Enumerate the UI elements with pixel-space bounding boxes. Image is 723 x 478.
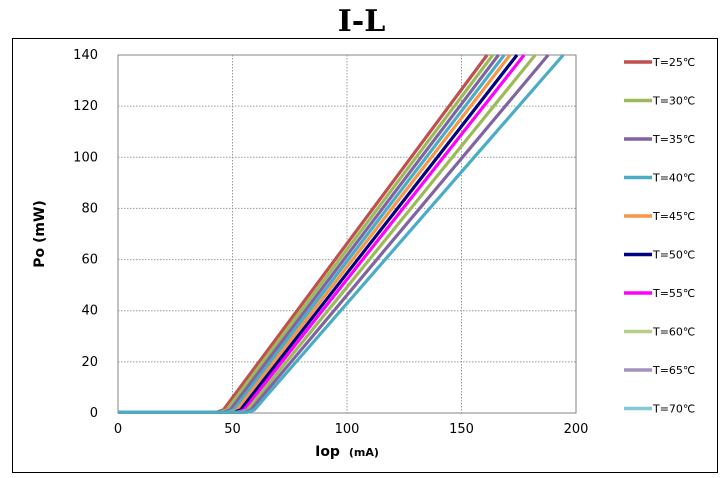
- x-tick-label: 200: [564, 422, 589, 437]
- tick-labels: 0 20 40 60 80 100 120 140 0 50 100 150 200: [73, 48, 588, 437]
- legend-label-5: T=45℃: [652, 210, 695, 223]
- x-axis-label: Iop (mA): [315, 444, 379, 460]
- x-tick-label: 0: [114, 422, 122, 437]
- y-tick-label: 140: [73, 48, 98, 63]
- legend-label-3: T=35℃: [652, 133, 695, 146]
- legend-label-9: T=65℃: [652, 364, 695, 377]
- series-line-10: [118, 53, 565, 414]
- y-tick-label: 120: [73, 99, 98, 114]
- y-tick-label: 60: [81, 253, 98, 268]
- chart-frame: [12, 38, 718, 473]
- legend-label-4: T=40℃: [652, 172, 695, 185]
- x-axis-label-main: Iop: [315, 444, 340, 460]
- series-lines: [118, 53, 565, 414]
- legend-label-6: T=50℃: [652, 249, 695, 262]
- y-axis-label: Po (mW): [32, 200, 48, 268]
- grid-lines: [118, 55, 576, 413]
- legend-label-1: T=25℃: [652, 56, 695, 69]
- y-tick-label: 100: [73, 150, 98, 165]
- x-tick-label: 150: [449, 422, 474, 437]
- legend-label-2: T=30℃: [652, 95, 695, 108]
- y-tick-label: 40: [81, 304, 98, 319]
- x-axis-label-unit: (mA): [349, 446, 379, 459]
- legend-label-8: T=60℃: [652, 326, 695, 339]
- x-tick-label: 100: [335, 422, 360, 437]
- y-tick-label: 20: [81, 355, 98, 370]
- y-tick-label: 80: [81, 201, 98, 216]
- x-tick-label: 50: [224, 422, 241, 437]
- legend-label-10: T=70℃: [652, 403, 695, 416]
- legend-label-7: T=55℃: [652, 287, 695, 300]
- legend: T=25℃ T=30℃ T=35℃ T=40℃ T=45℃ T=50℃ T=55℃ T=60℃…: [624, 56, 695, 416]
- chart-title: I-L: [337, 4, 386, 39]
- y-tick-label: 0: [90, 406, 98, 421]
